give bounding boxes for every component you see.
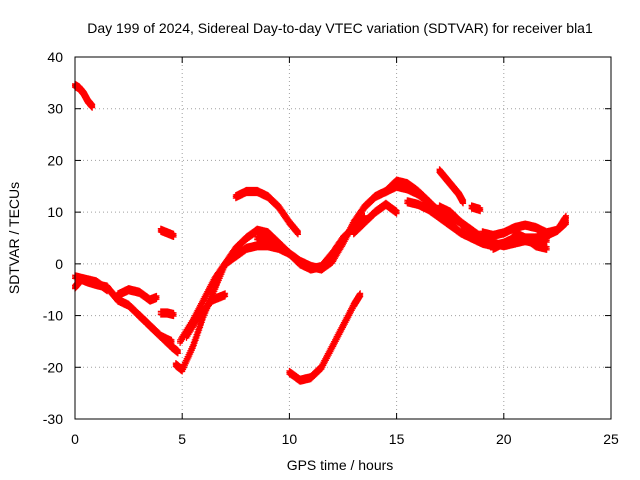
chart-title: Day 199 of 2024, Sidereal Day-to-day VTE…: [87, 20, 593, 36]
series-arc-11: [232, 186, 301, 238]
y-tick-label: 0: [55, 256, 63, 272]
data-point-markers: [468, 202, 484, 215]
x-tick-label: 10: [282, 431, 298, 447]
series-arc-23: [511, 228, 550, 253]
series-arc-21: [479, 212, 569, 240]
x-axis-label: GPS time / hours: [287, 457, 394, 473]
x-axis-ticks: 0 5 10 15 20 25: [71, 57, 619, 447]
data-point-markers: [136, 311, 175, 346]
data-points: [72, 80, 569, 385]
x-tick-label: 0: [71, 431, 79, 447]
data-point-markers: [177, 241, 293, 346]
x-tick-label: 20: [496, 431, 512, 447]
x-tick-label: 15: [389, 431, 405, 447]
data-point-markers: [286, 290, 364, 385]
series-arc-5: [136, 311, 175, 346]
series-arc-9: [177, 241, 293, 346]
series-arc-14: [286, 290, 364, 385]
y-tick-label: -20: [43, 359, 63, 375]
plot-frame: [74, 56, 612, 420]
data-point-markers: [232, 186, 301, 238]
y-axis-label: SDTVAR / TECUs: [6, 182, 22, 294]
series-arc-7: [157, 225, 177, 240]
series-arc-18: [436, 166, 467, 207]
x-tick-label: 25: [603, 431, 619, 447]
data-point-markers: [479, 212, 569, 240]
data-point-markers: [436, 166, 467, 207]
y-axis-ticks: -30 -20 -10 0 10 20 30 40: [43, 49, 611, 427]
y-tick-label: 30: [47, 101, 63, 117]
series-arc-15: [350, 199, 400, 238]
data-point-markers: [114, 285, 160, 305]
data-point-markers: [183, 290, 229, 341]
series-arc-4: [114, 285, 160, 305]
y-tick-label: 20: [47, 152, 63, 168]
grid: [75, 57, 611, 419]
series-arc-10: [183, 290, 229, 341]
x-tick-label: 5: [178, 431, 186, 447]
data-point-markers: [511, 228, 550, 253]
y-tick-label: -10: [43, 308, 63, 324]
data-point-markers: [350, 199, 400, 238]
y-tick-label: -30: [43, 411, 63, 427]
series-arc-20: [468, 202, 484, 215]
data-point-markers: [157, 225, 177, 240]
y-tick-label: 40: [47, 49, 63, 65]
series-arc-6: [157, 308, 177, 320]
data-point-markers: [157, 308, 177, 320]
y-tick-label: 10: [47, 204, 63, 220]
